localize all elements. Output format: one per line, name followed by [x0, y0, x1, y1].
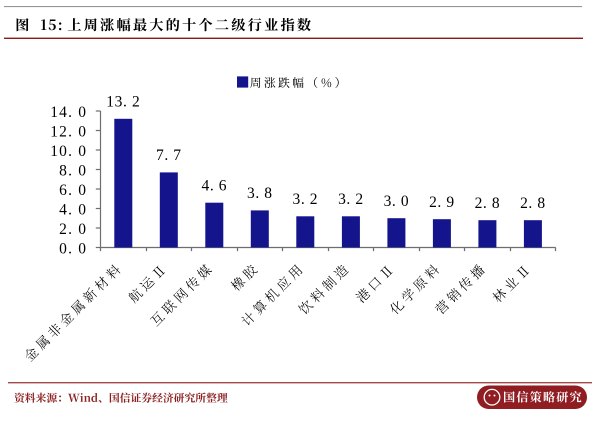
- svg-text:13. 2: 13. 2: [106, 94, 140, 111]
- svg-text:10. 0: 10. 0: [50, 143, 87, 160]
- svg-text:14. 0: 14. 0: [50, 104, 87, 121]
- svg-text:0. 0: 0. 0: [59, 241, 87, 258]
- svg-text:8. 0: 8. 0: [59, 163, 87, 180]
- svg-text:3. 2: 3. 2: [338, 191, 364, 208]
- svg-text:4. 6: 4. 6: [201, 177, 227, 194]
- svg-text:7. 7: 7. 7: [156, 147, 182, 164]
- svg-text:6. 0: 6. 0: [59, 182, 87, 199]
- svg-text:4. 0: 4. 0: [59, 202, 87, 219]
- svg-text:12. 0: 12. 0: [50, 124, 87, 141]
- svg-text:3. 2: 3. 2: [292, 191, 318, 208]
- svg-text:2. 0: 2. 0: [59, 221, 87, 238]
- svg-text:2. 8: 2. 8: [520, 195, 546, 212]
- svg-text:2. 8: 2. 8: [475, 195, 501, 212]
- svg-text:2. 9: 2. 9: [429, 194, 455, 211]
- svg-text:3. 8: 3. 8: [247, 185, 273, 202]
- svg-text:3. 0: 3. 0: [384, 193, 410, 210]
